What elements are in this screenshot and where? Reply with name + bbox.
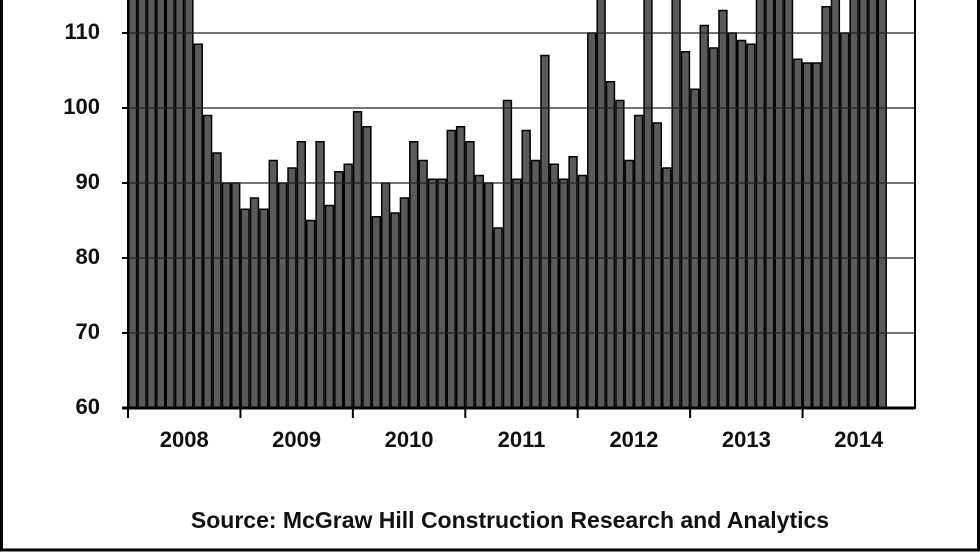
bar xyxy=(699,24,709,408)
y-tick-label: 70 xyxy=(76,319,100,344)
bar xyxy=(671,0,681,408)
bar xyxy=(437,178,447,408)
x-group-label: 2012 xyxy=(609,427,658,452)
bar xyxy=(137,0,147,408)
bar xyxy=(296,141,307,408)
bar xyxy=(343,163,353,408)
bar xyxy=(512,178,522,408)
bar xyxy=(821,6,831,408)
bar xyxy=(690,88,700,408)
source-note: Source: McGraw Hill Construction Researc… xyxy=(191,507,829,533)
bar xyxy=(662,167,672,408)
x-group-label: 2010 xyxy=(385,427,434,452)
bar xyxy=(184,0,194,408)
y-tick-label: 100 xyxy=(63,94,100,119)
bar xyxy=(268,159,278,408)
x-group-label: 2008 xyxy=(160,427,209,452)
bar xyxy=(240,208,250,408)
bar xyxy=(465,141,475,408)
bar xyxy=(718,9,728,408)
bar xyxy=(427,178,438,408)
bar xyxy=(633,114,644,408)
bar xyxy=(605,81,616,408)
x-group-label: 2011 xyxy=(498,427,546,452)
bar xyxy=(315,141,325,408)
bar xyxy=(418,159,428,408)
bar xyxy=(231,182,241,408)
y-tick-label: 60 xyxy=(76,394,100,419)
bar xyxy=(399,197,410,408)
bar xyxy=(174,0,185,408)
x-group-label: 2014 xyxy=(834,427,884,452)
bar xyxy=(259,208,269,408)
bar xyxy=(755,0,766,408)
bar xyxy=(568,156,578,408)
bar xyxy=(596,0,606,408)
bar xyxy=(362,126,372,408)
bar xyxy=(736,39,747,408)
bar xyxy=(877,0,887,408)
bar xyxy=(643,0,653,408)
bar xyxy=(249,197,260,408)
bar xyxy=(549,163,559,408)
bar xyxy=(540,54,550,408)
bar xyxy=(849,0,859,408)
bar xyxy=(502,99,513,408)
bar xyxy=(708,47,719,408)
bar xyxy=(652,122,663,408)
bar xyxy=(306,219,316,408)
x-group-label: 2009 xyxy=(272,427,321,452)
bar xyxy=(128,0,138,408)
bar xyxy=(221,182,232,408)
y-tick-label: 110 xyxy=(65,19,101,44)
bar xyxy=(277,182,288,408)
bar xyxy=(521,129,531,408)
bar xyxy=(193,43,203,408)
bar xyxy=(371,216,381,408)
bar xyxy=(868,0,878,408)
bar xyxy=(783,0,794,408)
plot-area xyxy=(128,0,887,408)
bar xyxy=(830,0,841,408)
bar xyxy=(484,182,494,408)
bar xyxy=(811,62,822,408)
bar xyxy=(624,159,634,408)
bar xyxy=(146,0,157,408)
bar xyxy=(765,0,775,408)
bar xyxy=(558,178,569,408)
bar xyxy=(352,111,363,408)
bar xyxy=(165,0,175,408)
y-tick-label: 80 xyxy=(76,244,100,269)
bar xyxy=(577,174,588,408)
bar xyxy=(840,32,850,408)
bar xyxy=(409,141,419,408)
bar xyxy=(324,204,335,408)
bar xyxy=(334,171,344,408)
bar xyxy=(774,0,784,408)
bar xyxy=(287,167,297,408)
bar xyxy=(380,182,391,408)
bar xyxy=(212,152,222,408)
bar xyxy=(446,129,456,408)
bar xyxy=(587,32,597,408)
bar xyxy=(615,99,625,408)
bar xyxy=(493,227,503,408)
bar xyxy=(858,0,869,408)
bar xyxy=(727,32,737,408)
bar xyxy=(793,58,803,408)
x-group-label: 2013 xyxy=(722,427,771,452)
bar xyxy=(202,114,213,408)
bar xyxy=(746,43,756,408)
bar xyxy=(156,0,166,408)
bar xyxy=(680,51,691,408)
bar xyxy=(802,62,812,408)
y-tick-label: 90 xyxy=(76,169,100,194)
bar xyxy=(530,159,541,408)
bar xyxy=(474,174,485,408)
bar xyxy=(455,126,466,408)
bar xyxy=(390,212,400,408)
